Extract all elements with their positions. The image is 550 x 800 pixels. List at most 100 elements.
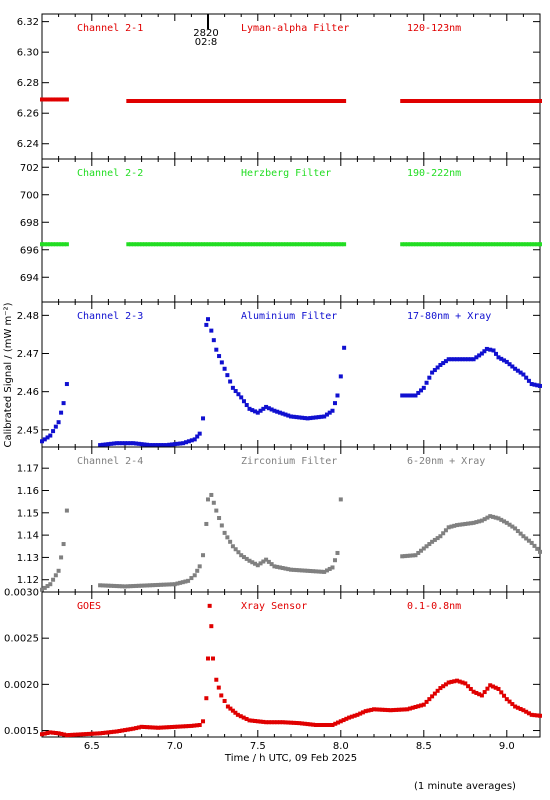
data-point: [402, 554, 407, 559]
data-point: [225, 99, 230, 103]
data-point: [289, 414, 293, 419]
data-point: [452, 679, 457, 684]
data-point: [463, 357, 468, 362]
data-point: [48, 730, 53, 735]
data-point: [51, 577, 56, 582]
data-point: [452, 523, 457, 528]
data-point: [253, 242, 258, 247]
data-point: [482, 99, 487, 103]
data-point: [344, 716, 349, 721]
data-point: [62, 732, 67, 737]
data-point: [230, 544, 235, 549]
data-point: [245, 242, 250, 247]
data-point: [507, 522, 512, 527]
data-point: [81, 732, 86, 737]
data-point: [355, 712, 360, 717]
data-point: [474, 242, 479, 247]
data-point: [322, 99, 327, 103]
data-point: [172, 442, 177, 447]
band-range: 0.1-0.8nm: [407, 601, 461, 612]
data-point: [286, 413, 291, 418]
data-point: [438, 686, 443, 691]
data-point: [416, 242, 421, 247]
data-point: [482, 517, 487, 522]
data-point: [267, 99, 272, 103]
data-point: [433, 242, 438, 247]
data-point: [388, 708, 393, 713]
data-point: [482, 349, 487, 354]
data-point: [463, 242, 468, 247]
data-point: [504, 697, 509, 702]
data-point: [347, 715, 352, 720]
y-axis-label: Calibrated Signal / (mW m⁻²): [3, 302, 14, 447]
data-point: [45, 242, 50, 247]
data-point: [425, 242, 430, 247]
data-point: [45, 730, 50, 735]
data-point: [114, 441, 119, 446]
data-point: [147, 725, 152, 730]
data-point: [59, 97, 64, 102]
panel-frame: [41, 301, 541, 448]
data-point: [134, 99, 139, 103]
data-point: [331, 242, 336, 247]
data-point: [164, 443, 169, 448]
data-point: [303, 99, 308, 103]
data-point: [241, 399, 246, 404]
data-point: [286, 567, 291, 572]
data-point: [42, 97, 47, 102]
data-point: [277, 565, 282, 570]
data-point: [59, 242, 64, 247]
data-point: [369, 707, 374, 712]
data-point: [211, 500, 216, 505]
data-point: [416, 390, 421, 395]
data-point: [48, 97, 53, 102]
data-point: [281, 99, 286, 103]
data-point: [502, 358, 507, 363]
data-point: [302, 416, 307, 421]
panel-1: 6.24 6.26 6.28 6.30 6.32 Channel 2-1 Lyman-alp…: [17, 13, 542, 160]
data-point: [114, 584, 119, 589]
data-point: [178, 724, 183, 729]
data-point: [496, 686, 501, 691]
data-point: [272, 242, 277, 247]
data-point: [427, 242, 432, 247]
data-point: [513, 526, 518, 531]
data-point: [238, 714, 243, 719]
data-point: [319, 414, 324, 419]
data-point: [222, 366, 227, 371]
data-point: [175, 724, 180, 729]
data-point: [332, 401, 337, 406]
data-point: [184, 440, 189, 445]
data-point: [145, 725, 150, 730]
data-point: [313, 415, 318, 420]
data-point: [332, 558, 337, 563]
data-point: [111, 583, 116, 588]
data-point: [153, 242, 158, 247]
data-point: [485, 515, 490, 520]
data-point: [391, 708, 396, 713]
data-point: [100, 442, 105, 447]
data-point: [219, 693, 224, 698]
data-point: [410, 705, 415, 710]
data-point: [302, 568, 307, 573]
data-point: [140, 242, 145, 247]
data-point: [302, 721, 307, 726]
y-tick-label: 1.13: [17, 553, 39, 564]
data-point: [280, 411, 285, 416]
data-point: [228, 539, 233, 544]
data-point: [275, 242, 280, 247]
data-point: [455, 357, 459, 362]
data-point: [468, 357, 473, 362]
data-point: [277, 410, 282, 415]
y-tick-label: 6.26: [17, 109, 39, 120]
data-point: [521, 372, 526, 377]
data-point: [239, 242, 244, 247]
data-point: [150, 725, 155, 730]
data-point: [295, 242, 300, 247]
data-point: [468, 521, 473, 526]
data-point: [515, 705, 520, 710]
panel-frame: [41, 158, 541, 303]
data-point: [504, 242, 509, 247]
x-tick-label: 8.5: [416, 741, 432, 752]
data-point: [311, 722, 316, 727]
